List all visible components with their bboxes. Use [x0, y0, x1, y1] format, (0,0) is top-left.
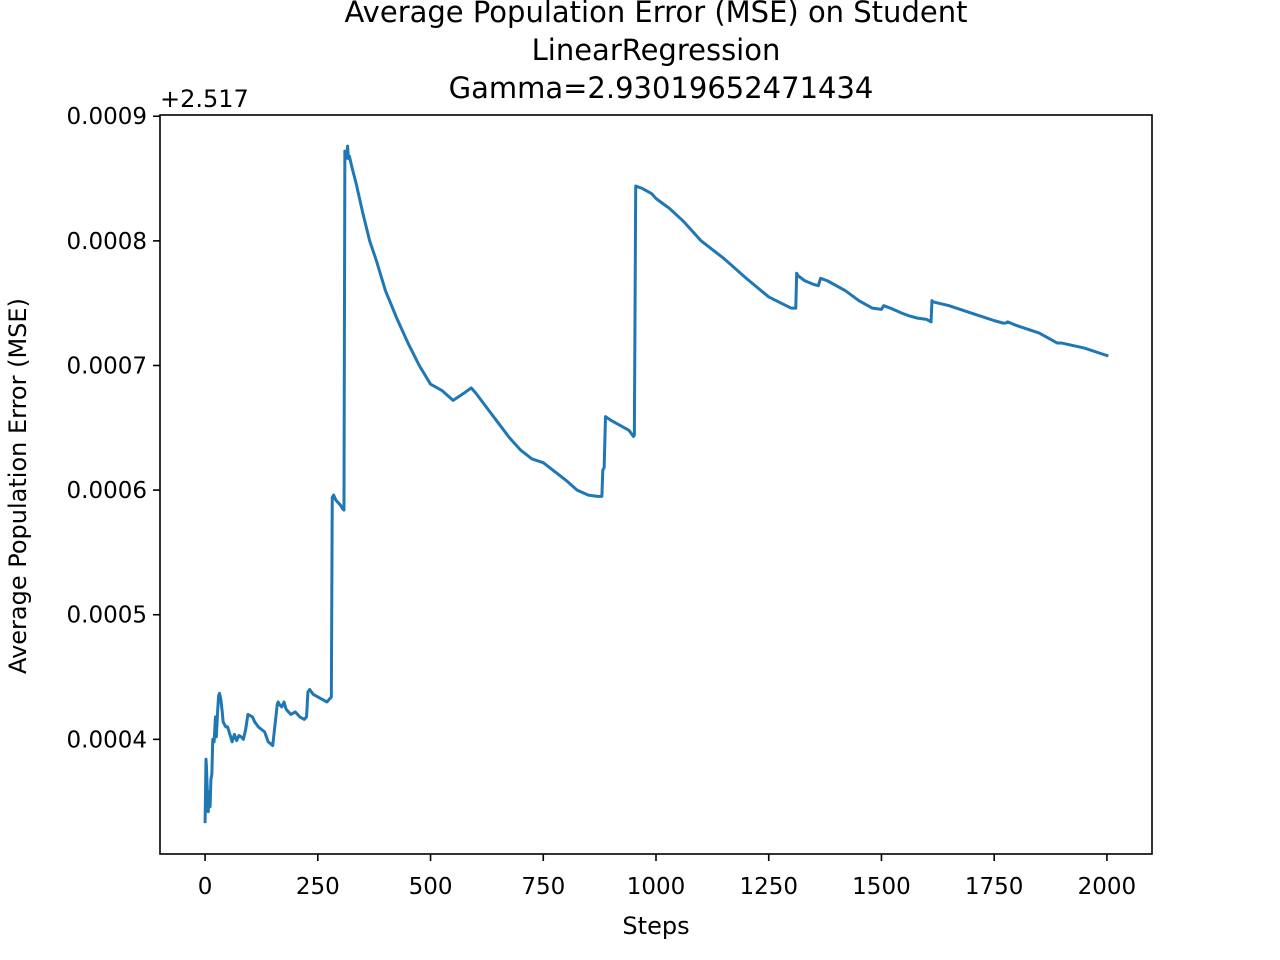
- x-tick-label: 1500: [852, 874, 911, 900]
- x-tick-label: 0: [198, 874, 213, 900]
- y-tick-label: 0.0005: [67, 603, 147, 629]
- chart-title: Average Population Error (MSE) on Studen…: [345, 0, 968, 105]
- y-axis-offset-label: +2.517: [160, 85, 249, 113]
- chart-title-line-1: Average Population Error (MSE) on Studen…: [345, 0, 968, 29]
- chart-title-line-2: LinearRegression: [532, 33, 781, 67]
- axes-frame: [159, 114, 1153, 855]
- chart-title-line-3: Gamma=2.93019652471434: [449, 71, 874, 105]
- plot-area: 0 250 500 750 1000 1250 1500 1750 2000 0.0004 0.00…: [67, 104, 1153, 900]
- y-tick-label: 0.0009: [67, 104, 147, 130]
- x-tick-label: 1250: [739, 874, 798, 900]
- x-tick-label: 1750: [965, 874, 1024, 900]
- y-tick-label: 0.0004: [67, 727, 147, 753]
- y-axis-label: Average Population Error (MSE): [4, 298, 32, 674]
- y-tick-label: 0.0006: [67, 478, 147, 504]
- series-line-0: [203, 144, 1109, 824]
- x-tick-label: 500: [409, 874, 453, 900]
- x-tick-label: 2000: [1078, 874, 1137, 900]
- y-tick-label: 0.0007: [67, 353, 147, 379]
- x-axis-label: Steps: [622, 912, 689, 940]
- y-tick-label: 0.0008: [67, 229, 147, 255]
- x-tick-label: 250: [296, 874, 340, 900]
- x-tick-label: 750: [521, 874, 565, 900]
- x-tick-label: 1000: [627, 874, 686, 900]
